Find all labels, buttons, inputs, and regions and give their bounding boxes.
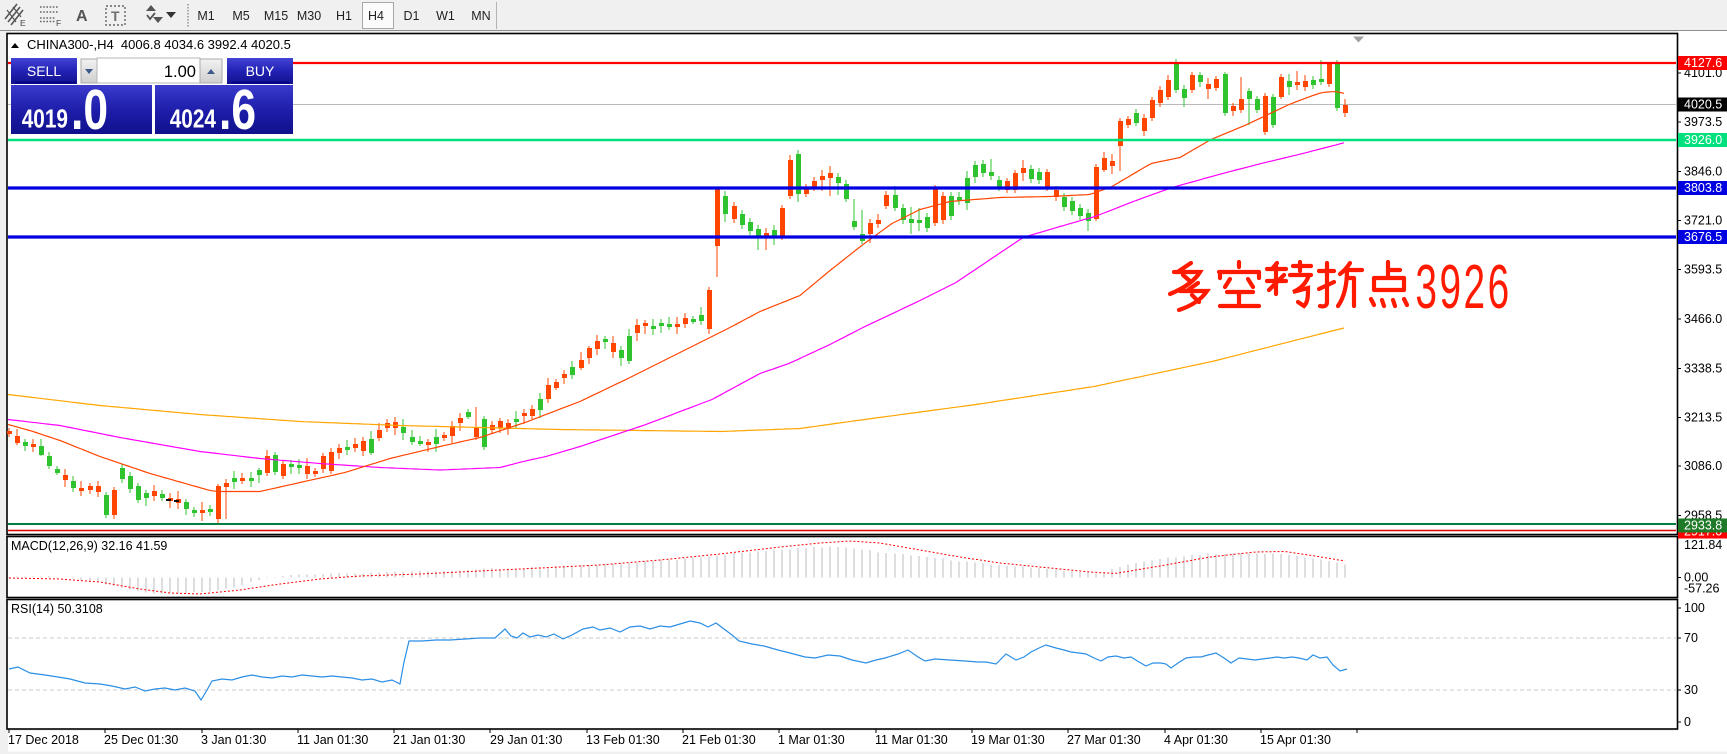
svg-text:W1: W1: [436, 9, 455, 23]
svg-text:D1: D1: [404, 9, 420, 23]
svg-text:25 Dec 01:30: 25 Dec 01:30: [104, 733, 178, 747]
svg-text:3213.5: 3213.5: [1684, 411, 1722, 425]
svg-text:1 Mar 01:30: 1 Mar 01:30: [778, 733, 845, 747]
svg-text:.0: .0: [71, 78, 108, 142]
svg-text:H4: H4: [368, 9, 384, 23]
svg-text:M5: M5: [232, 9, 249, 23]
svg-text:T: T: [111, 8, 120, 24]
svg-text:4127.6: 4127.6: [1684, 56, 1722, 70]
svg-text:70: 70: [1684, 631, 1698, 645]
svg-text:3926: 3926: [1415, 252, 1511, 322]
svg-text:4024: 4024: [170, 104, 216, 133]
svg-text:M30: M30: [297, 9, 321, 23]
svg-text:1.00: 1.00: [164, 63, 196, 81]
svg-text:21 Feb 01:30: 21 Feb 01:30: [682, 733, 756, 747]
svg-text:29 Jan 01:30: 29 Jan 01:30: [490, 733, 562, 747]
svg-text:4020.5: 4020.5: [1684, 98, 1722, 112]
svg-text:MN: MN: [471, 9, 490, 23]
svg-text:11 Jan 01:30: 11 Jan 01:30: [297, 733, 368, 747]
svg-text:3593.5: 3593.5: [1684, 263, 1722, 277]
svg-text:17 Dec 2018: 17 Dec 2018: [8, 733, 79, 747]
svg-text:21 Jan 01:30: 21 Jan 01:30: [393, 733, 465, 747]
svg-text:3338.5: 3338.5: [1684, 362, 1722, 376]
svg-text:SELL: SELL: [27, 63, 61, 79]
svg-text:15 Apr 01:30: 15 Apr 01:30: [1260, 733, 1331, 747]
svg-text:-57.26: -57.26: [1684, 582, 1719, 596]
svg-text:BUY: BUY: [246, 63, 275, 79]
svg-text:3466.0: 3466.0: [1684, 312, 1722, 326]
svg-text:3803.8: 3803.8: [1684, 181, 1722, 195]
svg-text:27 Mar 01:30: 27 Mar 01:30: [1067, 733, 1141, 747]
svg-text:30: 30: [1684, 683, 1698, 697]
svg-text:RSI(14) 50.3108: RSI(14) 50.3108: [11, 602, 103, 616]
svg-text:M1: M1: [197, 9, 214, 23]
svg-text:13 Feb 01:30: 13 Feb 01:30: [586, 733, 660, 747]
svg-text:3676.5: 3676.5: [1684, 230, 1722, 244]
svg-text:4 Apr 01:30: 4 Apr 01:30: [1164, 733, 1228, 747]
svg-text:A: A: [76, 8, 88, 25]
svg-text:4019: 4019: [22, 104, 68, 133]
svg-text:19 Mar 01:30: 19 Mar 01:30: [971, 733, 1045, 747]
svg-text:F: F: [56, 18, 61, 28]
svg-text:3926.0: 3926.0: [1684, 133, 1722, 147]
svg-text:0: 0: [1684, 715, 1691, 729]
svg-text:CHINA300-,H4 4006.8 4034.6 39: CHINA300-,H4 4006.8 4034.6 3992.4 4020.5: [27, 37, 291, 52]
svg-text:E: E: [20, 18, 26, 28]
svg-text:3973.5: 3973.5: [1684, 115, 1722, 129]
svg-text:3846.0: 3846.0: [1684, 165, 1722, 179]
svg-text:H1: H1: [336, 9, 352, 23]
svg-text:MACD(12,26,9) 32.16 41.59: MACD(12,26,9) 32.16 41.59: [11, 539, 167, 553]
svg-text:100: 100: [1684, 601, 1705, 615]
svg-text:3721.0: 3721.0: [1684, 214, 1722, 228]
svg-text:121.84: 121.84: [1684, 538, 1722, 552]
svg-text:M15: M15: [264, 9, 288, 23]
svg-text:11 Mar 01:30: 11 Mar 01:30: [875, 733, 948, 747]
svg-text:3086.0: 3086.0: [1684, 459, 1722, 473]
svg-text:0.00: 0.00: [1684, 571, 1708, 585]
svg-text:2933.8: 2933.8: [1684, 519, 1722, 533]
svg-text:.6: .6: [219, 78, 256, 142]
svg-text:3 Jan 01:30: 3 Jan 01:30: [201, 733, 266, 747]
